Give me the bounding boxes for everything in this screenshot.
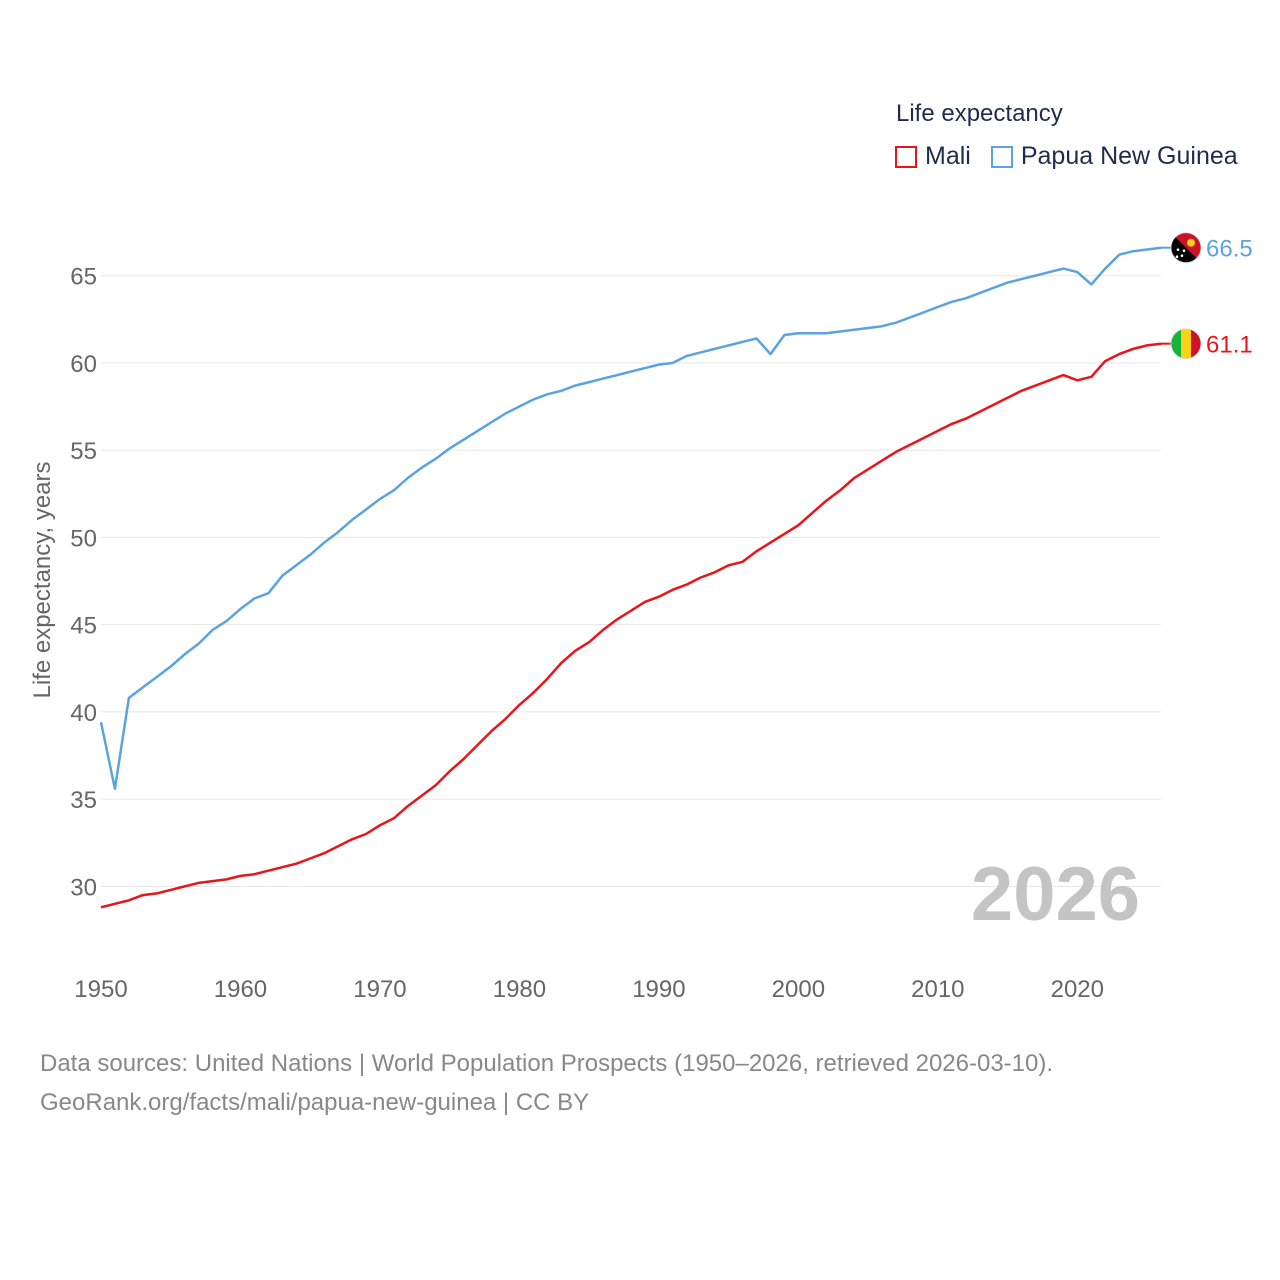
y-tick-label: 45 bbox=[70, 613, 97, 640]
x-tick-label: 1980 bbox=[493, 976, 546, 1003]
grid-lines bbox=[101, 275, 1161, 887]
legend-swatch-papua-new-guinea bbox=[990, 145, 1013, 168]
credit-line[interactable]: GeoRank.org/facts/mali/papua-new-guinea … bbox=[40, 1089, 590, 1116]
x-tick-label: 1970 bbox=[353, 976, 406, 1003]
y-tick-label: 30 bbox=[70, 874, 97, 901]
series-line-mali[interactable] bbox=[100, 342, 1162, 909]
legend: Mali Papua New Guinea bbox=[895, 142, 1258, 171]
legend-title: Life expectancy bbox=[896, 100, 1063, 127]
series-line-papua-new-guinea[interactable] bbox=[99, 246, 1162, 790]
legend-swatch-mali bbox=[895, 145, 917, 168]
y-tick-label: 50 bbox=[70, 525, 97, 552]
legend-label-mali: Mali bbox=[925, 142, 971, 170]
source-note: Data sources: United Nations | World Pop… bbox=[40, 1044, 1053, 1122]
y-tick-label: 55 bbox=[70, 438, 97, 465]
series-group bbox=[99, 246, 1162, 909]
year-watermark: 2026 bbox=[971, 852, 1140, 937]
legend-item-mali[interactable]: Mali bbox=[895, 142, 971, 171]
y-axis-label: Life expectancy, years bbox=[29, 461, 56, 698]
y-tick-label: 40 bbox=[70, 700, 97, 727]
x-tick-label: 1990 bbox=[632, 976, 685, 1003]
x-tick-label: 1950 bbox=[74, 976, 127, 1003]
end-label-papua-new-guinea: 66.5 bbox=[1206, 236, 1253, 263]
y-tick-label: 35 bbox=[70, 787, 97, 814]
y-axis-ticks: 30 35 40 45 50 55 60 65 bbox=[70, 264, 97, 902]
papua-new-guinea-flag-icon bbox=[1170, 232, 1202, 264]
y-tick-label: 60 bbox=[70, 351, 97, 378]
legend-item-papua-new-guinea[interactable]: Papua New Guinea bbox=[990, 142, 1238, 171]
end-label-mali: 61.1 bbox=[1206, 332, 1253, 359]
y-tick-label: 65 bbox=[70, 264, 97, 291]
x-tick-label: 2020 bbox=[1051, 976, 1104, 1003]
x-axis-ticks: 1950 1960 1970 1980 1990 2000 2010 2020 bbox=[74, 976, 1104, 1003]
end-markers: 61.1 66.5 bbox=[1161, 232, 1253, 360]
x-tick-label: 2010 bbox=[911, 976, 964, 1003]
x-tick-label: 2000 bbox=[772, 976, 825, 1003]
mali-flag-icon bbox=[1170, 328, 1202, 360]
x-tick-label: 1960 bbox=[214, 976, 267, 1003]
legend-label-papua-new-guinea: Papua New Guinea bbox=[1020, 142, 1238, 170]
source-line: Data sources: United Nations | World Pop… bbox=[40, 1050, 1054, 1077]
